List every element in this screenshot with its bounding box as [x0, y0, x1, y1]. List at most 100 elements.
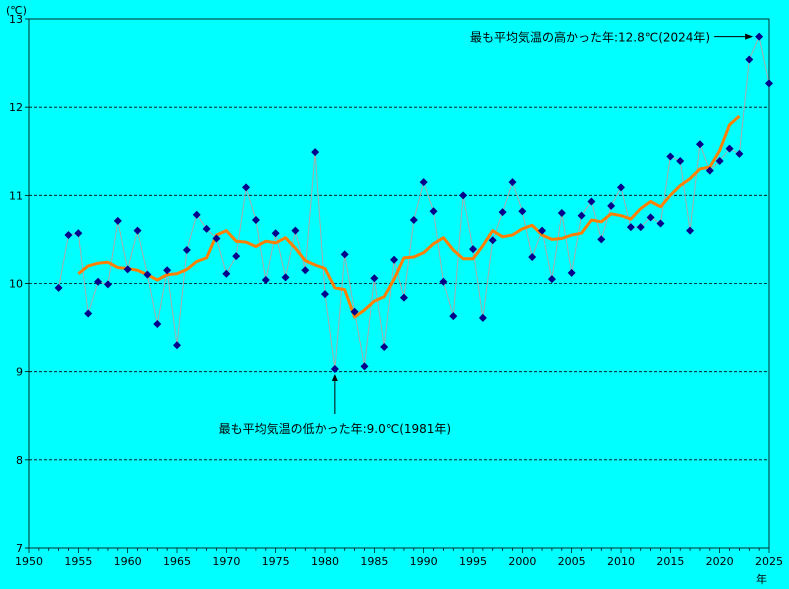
- data-point: [182, 245, 191, 254]
- x-tick-label: 1955: [64, 555, 92, 568]
- data-point: [469, 245, 477, 254]
- highest-annotation-text: 最も平均気温の高かった年:12.8℃(2024年): [470, 30, 710, 45]
- data-point: [478, 313, 487, 322]
- x-tick-label: 1990: [410, 555, 438, 568]
- data-point: [626, 223, 635, 232]
- data-point: [498, 208, 507, 217]
- data-point: [94, 277, 103, 286]
- data-point: [715, 156, 724, 165]
- data-point: [528, 253, 537, 262]
- data-point: [429, 207, 438, 216]
- x-tick-label: 1975: [262, 555, 290, 568]
- data-point: [321, 290, 329, 299]
- data-point: [242, 183, 251, 192]
- x-tick-label: 2000: [508, 555, 536, 568]
- data-point: [390, 255, 399, 264]
- y-tick-label: 7: [16, 542, 23, 555]
- data-point: [755, 32, 764, 41]
- data-point: [291, 226, 300, 235]
- y-tick-label: 10: [9, 278, 23, 291]
- data-point: [261, 275, 270, 284]
- data-series: [54, 32, 773, 374]
- data-point: [360, 362, 369, 371]
- data-point: [538, 226, 547, 235]
- data-point: [439, 277, 448, 286]
- data-point: [399, 293, 408, 302]
- x-axis-label: 年: [756, 572, 767, 586]
- data-point: [567, 268, 576, 277]
- data-point: [409, 216, 418, 225]
- data-point: [350, 307, 359, 316]
- data-point: [646, 213, 655, 222]
- data-point: [123, 265, 132, 274]
- data-point: [695, 140, 704, 149]
- data-point: [202, 224, 211, 233]
- data-point: [133, 226, 142, 235]
- data-point: [656, 219, 665, 228]
- x-tick-label: 2010: [607, 555, 635, 568]
- data-point: [64, 231, 73, 240]
- data-point: [745, 55, 754, 64]
- data-point: [449, 312, 458, 321]
- y-tick-label: 11: [9, 189, 23, 202]
- data-point: [557, 208, 566, 217]
- lowest-annotation-text: 最も平均気温の低かった年:9.0℃(1981年): [219, 421, 452, 436]
- x-tick-label: 2025: [755, 555, 783, 568]
- data-point: [607, 201, 616, 210]
- data-point: [113, 216, 122, 225]
- data-point: [518, 207, 527, 216]
- data-point: [587, 197, 596, 206]
- data-point: [311, 148, 320, 157]
- data-point: [666, 152, 675, 161]
- x-tick-label: 1950: [15, 555, 43, 568]
- x-tick-label: 1970: [212, 555, 240, 568]
- data-point: [103, 280, 112, 289]
- x-tick-label: 1965: [163, 555, 191, 568]
- x-tick-label: 2015: [656, 555, 684, 568]
- x-tick-label: 1960: [114, 555, 142, 568]
- data-point: [232, 252, 241, 261]
- moving-average-line: [77, 114, 741, 319]
- data-point: [251, 216, 260, 225]
- data-point: [330, 365, 339, 374]
- data-point: [163, 266, 172, 275]
- data-point: [459, 191, 468, 200]
- data-point: [380, 342, 389, 351]
- data-point: [725, 144, 734, 153]
- x-tick-label: 2005: [558, 555, 586, 568]
- x-tick-label: 2020: [706, 555, 734, 568]
- data-point: [577, 211, 586, 220]
- axes: [25, 18, 770, 553]
- y-tick-label: 13: [9, 13, 23, 26]
- data-point: [508, 178, 517, 187]
- data-point: [84, 309, 93, 318]
- annotations: 最も平均気温の低かった年:9.0℃(1981年) 最も平均気温の高かった年:12.…: [219, 30, 754, 436]
- y-tick-label: 8: [16, 454, 23, 467]
- grid-lines: [29, 106, 769, 461]
- data-point: [686, 226, 695, 235]
- y-tick-label: 12: [9, 101, 23, 114]
- x-tick-labels: 1950 1955 1960 1965 1970 1975 1980 1985 1990 1995…: [15, 555, 783, 568]
- y-tick-label: 9: [16, 366, 23, 379]
- data-point: [281, 273, 290, 282]
- data-point: [735, 149, 744, 158]
- data-point: [54, 283, 63, 292]
- y-axis-label: (℃): [6, 4, 27, 17]
- data-point: [340, 250, 349, 259]
- highest-annotation-arrowhead: [745, 33, 754, 40]
- data-point: [419, 178, 428, 187]
- lowest-annotation-arrowhead: [331, 374, 338, 382]
- y-tick-labels: 7 8 9 10 11 12 13: [9, 13, 23, 555]
- data-point: [636, 223, 645, 232]
- data-point: [74, 229, 83, 238]
- data-point: [617, 183, 625, 192]
- data-point: [192, 210, 201, 219]
- data-point: [222, 269, 231, 278]
- x-tick-label: 1980: [311, 555, 339, 568]
- data-point: [173, 341, 181, 350]
- x-tick-label: 1985: [360, 555, 388, 568]
- data-point: [597, 235, 606, 244]
- data-point: [370, 274, 379, 283]
- x-tick-label: 1995: [459, 555, 487, 568]
